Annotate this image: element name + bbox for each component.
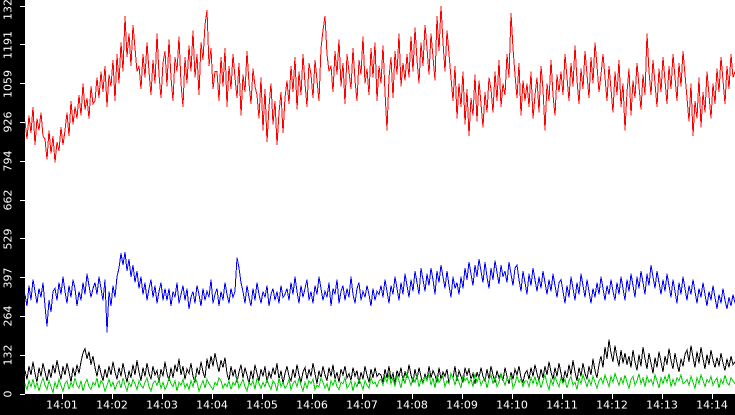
y-axis-label: 397 xyxy=(1,267,15,289)
y-axis-label: 794 xyxy=(1,150,15,172)
x-axis-tick xyxy=(712,394,713,399)
x-axis-tick xyxy=(112,394,113,399)
y-axis-tick xyxy=(20,44,25,46)
y-axis-tick xyxy=(20,199,25,201)
x-axis-label: 14:12 xyxy=(596,398,628,412)
y-axis-tick xyxy=(20,5,25,7)
y-axis-tick xyxy=(20,121,25,123)
y-axis-label: 529 xyxy=(1,228,15,250)
y-axis-tick xyxy=(20,83,25,85)
x-axis-tick xyxy=(312,394,313,399)
x-axis-tick xyxy=(412,394,413,399)
y-axis-label: 926 xyxy=(1,111,15,133)
x-axis-label: 14:13 xyxy=(646,398,678,412)
y-axis-label: 1324 xyxy=(1,0,15,20)
y-axis-tick xyxy=(20,160,25,162)
x-axis-label: 14:11 xyxy=(546,398,578,412)
x-axis-tick xyxy=(262,394,263,399)
series-red xyxy=(24,5,735,163)
x-axis-tick xyxy=(162,394,163,399)
series-black xyxy=(24,339,735,384)
x-axis-label: 14:07 xyxy=(346,398,378,412)
x-axis-tick xyxy=(562,394,563,399)
series-green xyxy=(24,371,735,395)
x-axis-tick xyxy=(362,394,363,399)
x-axis-label: 14:03 xyxy=(146,398,178,412)
x-axis xyxy=(0,394,735,415)
y-axis xyxy=(0,0,25,394)
x-axis-tick xyxy=(662,394,663,399)
x-axis-label: 14:02 xyxy=(96,398,128,412)
y-axis-tick xyxy=(20,315,25,317)
x-axis-label: 14:10 xyxy=(496,398,528,412)
y-axis-label: 1191 xyxy=(1,30,15,59)
y-axis-label: 1059 xyxy=(1,69,15,98)
y-axis-tick xyxy=(20,393,25,395)
x-axis-label: 14:08 xyxy=(396,398,428,412)
y-axis-label: 0 xyxy=(1,390,15,398)
y-axis-tick xyxy=(20,238,25,240)
x-axis-label: 14:06 xyxy=(296,398,328,412)
x-axis-label: 14:05 xyxy=(246,398,278,412)
x-axis-label: 14:01 xyxy=(46,398,78,412)
y-axis-label: 132 xyxy=(1,344,15,366)
x-axis-tick xyxy=(462,394,463,399)
y-axis-tick xyxy=(20,277,25,279)
y-axis-label: 662 xyxy=(1,189,15,211)
x-axis-tick xyxy=(612,394,613,399)
x-axis-label: 14:09 xyxy=(446,398,478,412)
y-axis-label: 264 xyxy=(1,305,15,327)
x-axis-label: 14:14 xyxy=(696,398,728,412)
series-blue xyxy=(24,251,735,333)
x-axis-tick xyxy=(212,394,213,399)
y-axis-tick xyxy=(20,354,25,356)
x-axis-label: 14:04 xyxy=(196,398,228,412)
x-axis-tick xyxy=(62,394,63,399)
x-axis-tick xyxy=(512,394,513,399)
